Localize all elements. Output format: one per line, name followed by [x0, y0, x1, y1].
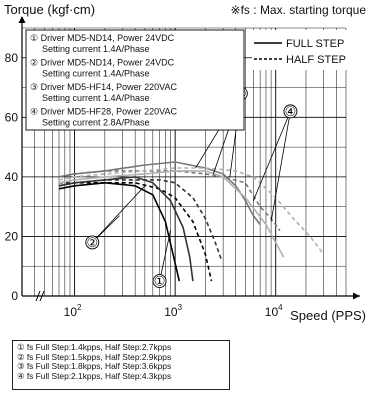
y-tick-label: 60	[5, 110, 19, 124]
callout-label: ①	[154, 274, 166, 289]
callout-label: ④	[285, 104, 297, 119]
driver-setting-line: Setting current 2.8A/Phase	[42, 118, 150, 128]
torque-speed-chart: Torque (kgf·cm) ※fs : Max. starting torq…	[4, 2, 367, 323]
callout-leader	[270, 111, 291, 222]
callout-leader	[159, 230, 171, 282]
x-tick-label: 102	[64, 303, 82, 319]
series-line-1-full	[58, 181, 181, 282]
fs-note: ② fs Full Step:1.5kpps, Half Step:2.9kpp…	[17, 351, 172, 362]
driver-line: ① Driver MD5-ND14, Power 24VDC	[30, 33, 175, 43]
y-tick-label: 40	[5, 170, 19, 184]
fs-note: ④ fs Full Step:2.1kpps, Half Step:4.3kpp…	[17, 370, 172, 381]
series-line-3-half	[58, 170, 281, 231]
x-tick-label: 104	[265, 303, 283, 319]
callout-circle	[85, 235, 100, 250]
x-tick-label: 103	[164, 303, 182, 319]
driver-line: ② Driver MD5-ND14, Power 24VDC	[30, 58, 175, 68]
y-tick-label: 0	[11, 289, 18, 303]
series-line-4-half	[58, 167, 325, 255]
y-tick-label: 80	[5, 51, 19, 65]
series-line-2-half	[59, 179, 223, 261]
x-axis-arrow	[353, 292, 360, 300]
chart-annotation: ※fs : Max. starting torque	[231, 3, 367, 17]
driver-setting-line: Setting current 1.4A/Phase	[42, 44, 150, 54]
series-line-4-full	[58, 170, 285, 258]
series-line-2-full	[58, 176, 194, 282]
axis-break-mark	[35, 290, 45, 302]
chart-title: Torque (kgf·cm)	[4, 2, 95, 17]
y-tick-label: 20	[5, 229, 19, 243]
fs-note: ③ fs Full Step:1.8kpps, Half Step:3.6kpp…	[17, 361, 172, 372]
step-legend-bg	[252, 30, 364, 70]
driver-box-frame	[25, 29, 245, 131]
step-legend: FULL STEP HALF STEP	[252, 30, 364, 70]
driver-line: ④ Driver MD5-HF28, Power 220VAC	[30, 107, 177, 117]
callout-leader	[253, 111, 291, 201]
chart-axes: 0 20 40 60 80 102 103 104 Speed (PPS)	[5, 16, 366, 323]
fs-notes-box: ① fs Full Step:1.4kpps, Half Step:2.7kpp…	[12, 340, 230, 390]
x-axis-label: Speed (PPS)	[290, 308, 366, 323]
callout-label: ②	[86, 235, 98, 250]
driver-setting-line: Setting current 1.4A/Phase	[42, 93, 150, 103]
driver-setting-line: Setting current 1.4A/Phase	[42, 69, 150, 79]
legend-entry: HALF STEP	[286, 54, 346, 66]
y-axis-arrow	[18, 16, 26, 23]
callout-circle	[283, 104, 298, 119]
callout-leader	[91, 185, 146, 243]
legend-entry: FULL STEP	[286, 38, 344, 50]
fs-note: ① fs Full Step:1.4kpps, Half Step:2.7kpp…	[17, 342, 172, 352]
callout-circle	[152, 274, 167, 289]
driver-line: ③ Driver MD5-HF14, Power 220VAC	[30, 82, 177, 92]
chart-series	[58, 161, 325, 282]
